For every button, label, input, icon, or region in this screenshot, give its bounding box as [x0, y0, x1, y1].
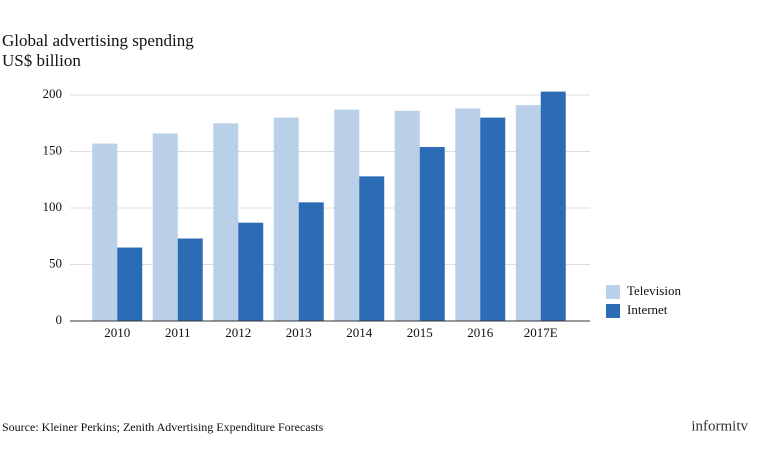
bar	[177, 238, 203, 321]
bar	[455, 108, 481, 321]
x-tick-label: 2017E	[524, 325, 558, 340]
bar	[419, 146, 445, 321]
source-note: Source: Kleiner Perkins; Zenith Advertis…	[2, 420, 324, 434]
chart-title: Global advertising spending	[2, 31, 194, 50]
brand: informitv	[691, 418, 748, 434]
legend-label: Internet	[627, 302, 668, 317]
x-tick-label: 2016	[467, 325, 494, 340]
legend-label: Television	[627, 283, 681, 298]
chart-subtitle: US$ billion	[2, 51, 81, 70]
bar	[92, 143, 118, 321]
bar	[515, 105, 541, 321]
bar	[238, 222, 264, 321]
y-tick-label: 0	[56, 312, 63, 327]
legend-swatch	[606, 304, 620, 318]
bar	[540, 91, 566, 321]
bar	[394, 110, 420, 321]
x-tick-label: 2014	[346, 325, 373, 340]
x-tick-label: 2011	[165, 325, 191, 340]
bar	[213, 123, 239, 321]
y-tick-label: 50	[49, 255, 62, 270]
x-tick-label: 2012	[225, 325, 251, 340]
bar	[298, 202, 324, 321]
bar	[152, 133, 178, 321]
x-tick-label: 2015	[407, 325, 433, 340]
bar	[359, 176, 385, 321]
y-tick-label: 200	[43, 86, 63, 101]
bar	[480, 117, 506, 321]
x-tick-label: 2013	[286, 325, 312, 340]
y-tick-label: 150	[43, 142, 63, 157]
x-tick-label: 2010	[104, 325, 130, 340]
bar	[273, 117, 299, 321]
bar	[117, 247, 143, 321]
legend-swatch	[606, 285, 620, 299]
y-tick-label: 100	[43, 199, 63, 214]
bar	[334, 109, 360, 321]
